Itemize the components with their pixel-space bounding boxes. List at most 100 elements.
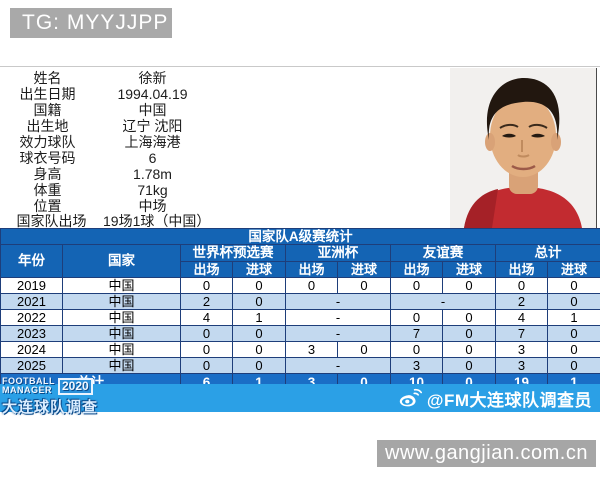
group-header-wc-qualifiers: 世界杯预选赛 [180,244,286,262]
stat-cell: 0 [442,309,496,326]
stat-cell: 1 [546,309,600,326]
country-cell: 中国 [62,293,181,310]
stat-cell: 2 [180,293,233,310]
year-cell: 2019 [0,277,63,294]
year-cell: 2024 [0,341,63,358]
sub-header-goals: 进球 [337,261,391,278]
stat-cell: 0 [180,357,233,374]
info-row-position: 位置 中场 [0,198,250,214]
weibo-credit: @FM大连球队调查员 [398,386,600,411]
year-cell: 2025 [0,357,63,374]
stat-cell: 0 [285,277,338,294]
sub-header-goals: 进球 [232,261,286,278]
field-value: 1.78m [133,166,172,182]
stat-cell: 0 [546,277,600,294]
stat-cell: 3 [495,357,548,374]
year-cell: 2021 [0,293,63,310]
stat-cell: 7 [495,325,548,342]
player-info-list: 姓名 徐新 出生日期 1994.04.19 国籍 中国 出生地 辽宁 沈阳 效力… [0,70,250,229]
fm-watermark: FOOTBALL MANAGER 2020 大连球队调查 [2,377,98,417]
stat-cell: 0 [546,357,600,374]
player-card: 姓名 徐新 出生日期 1994.04.19 国籍 中国 出生地 辽宁 沈阳 效力… [0,66,600,229]
stats-row-2022: 2022 中国 4 1 - 0 0 4 1 [0,309,600,326]
country-cell: 中国 [62,309,181,326]
stat-cell: 0 [390,309,443,326]
info-row-caps: 国家队出场 19场1球（中国） [0,214,250,229]
field-label: 位置 [33,198,62,214]
stat-cell: 1 [232,309,286,326]
field-label: 国籍 [33,102,62,118]
stat-cell: 0 [390,341,443,358]
fm-logo-top: FOOTBALL MANAGER 2020 [2,377,98,395]
stat-cell-merged: - [285,357,391,374]
stat-cell: 2 [495,293,548,310]
tg-badge: TG: MYYJJPP [10,8,172,38]
stat-cell: 0 [232,357,286,374]
stat-cell: 0 [546,341,600,358]
stat-cell: 7 [390,325,443,342]
group-header-friendlies: 友谊赛 [390,244,496,262]
player-portrait-illustration [450,68,596,228]
country-cell: 中国 [62,357,181,374]
stat-cell: 0 [495,277,548,294]
fm-logo-line1: FOOTBALL [2,376,55,386]
field-label: 身高 [33,166,62,182]
field-value: 71kg [137,182,168,198]
field-value: 6 [148,150,157,166]
stat-cell: 0 [232,293,286,310]
stat-cell: 0 [180,325,233,342]
field-label: 球衣号码 [19,150,76,166]
field-value: 辽宁 沈阳 [122,118,183,134]
weibo-icon [399,388,422,407]
field-value: 1994.04.19 [117,86,188,102]
field-label: 效力球队 [19,134,76,150]
info-row-nationality: 国籍 中国 [0,102,250,118]
stat-cell: 0 [442,277,496,294]
field-value: 上海海港 [124,134,181,150]
stat-cell: 0 [232,325,286,342]
stats-row-2019: 2019 中国 0 0 0 0 0 0 0 0 [0,277,600,294]
national-team-stats-table: 国家队A级赛统计 年份 国家 世界杯预选赛 亚洲杯 友谊赛 总计 出场 进球 出… [0,228,600,392]
player-photo [450,68,597,228]
stat-cell: 3 [285,341,338,358]
stat-cell: 0 [337,277,391,294]
field-value: 中国 [138,102,167,118]
fm-logo-year: 2020 [58,377,93,395]
field-label: 体重 [33,182,62,198]
stat-cell: 0 [180,277,233,294]
year-cell: 2023 [0,325,63,342]
stat-cell: 0 [180,341,233,358]
col-header-year: 年份 [0,244,63,278]
stat-cell: 0 [442,357,496,374]
website-badge: www.gangjian.com.cn [377,440,596,467]
weibo-handle: @FM大连球队调查员 [426,390,592,410]
year-cell: 2022 [0,309,63,326]
info-row-number: 球衣号码 6 [0,150,250,166]
sub-header-goals: 进球 [442,261,496,278]
sub-header-appearances: 出场 [180,261,233,278]
stat-cell: 0 [390,277,443,294]
caps-label: 国家队出场 [16,213,87,229]
stats-row-2025: 2025 中国 0 0 - 3 0 3 0 [0,357,600,374]
credit-bar: @FM大连球队调查员 [0,384,600,412]
country-cell: 中国 [62,325,181,342]
info-row-weight: 体重 71kg [0,182,250,198]
info-row-name: 姓名 徐新 [0,70,250,86]
fm-logo-words: FOOTBALL MANAGER [2,377,55,395]
col-header-country: 国家 [62,244,181,278]
stat-cell: 0 [442,325,496,342]
info-row-birthdate: 出生日期 1994.04.19 [0,86,250,102]
stat-cell: 3 [390,357,443,374]
info-row-height: 身高 1.78m [0,166,250,182]
stat-cell: 0 [546,293,600,310]
stat-cell: 0 [546,325,600,342]
field-label: 姓名 [33,70,62,86]
sub-header-appearances: 出场 [390,261,443,278]
sub-header-goals: 进球 [546,261,600,278]
sub-header-appearances: 出场 [495,261,548,278]
info-row-birthplace: 出生地 辽宁 沈阳 [0,118,250,134]
country-cell: 中国 [62,341,181,358]
stat-cell: 3 [495,341,548,358]
stat-cell: 4 [495,309,548,326]
field-value: 中场 [138,198,167,214]
